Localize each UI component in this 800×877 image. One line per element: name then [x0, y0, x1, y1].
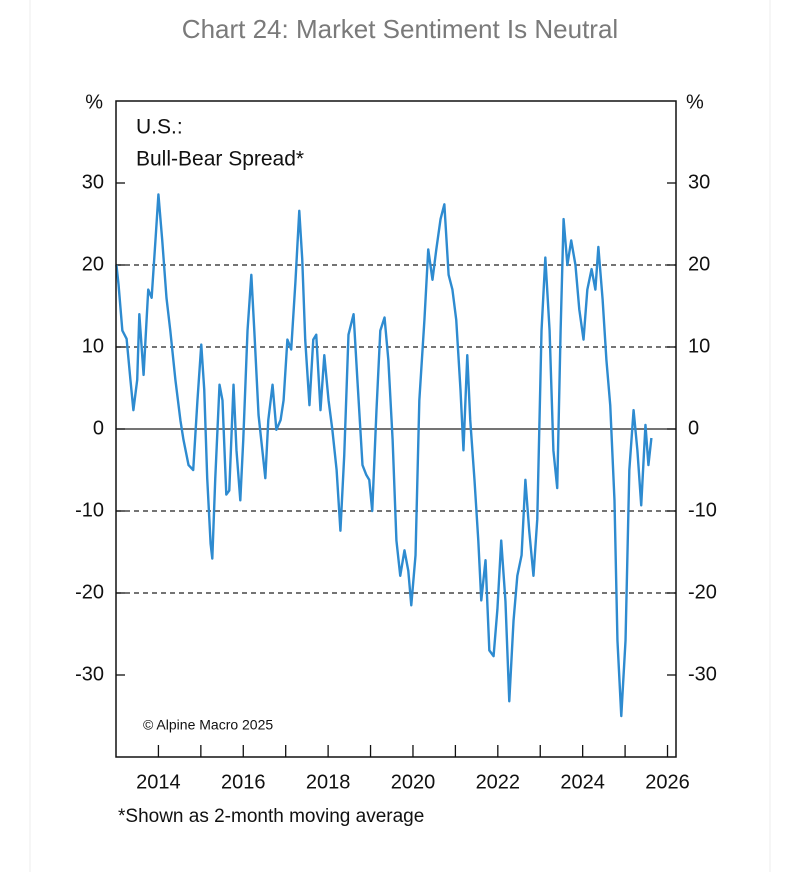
x-tick-label: 2026 [645, 771, 690, 793]
chart-title: Chart 24: Market Sentiment Is Neutral [182, 14, 618, 44]
plot-frame [115, 100, 677, 758]
copyright: © Alpine Macro 2025 [143, 717, 273, 733]
y2-tick-label: 30 [688, 171, 710, 193]
x-tick-label: 2018 [306, 771, 351, 793]
y2-unit: % [686, 91, 704, 113]
x-tick-label: 2014 [136, 771, 181, 793]
x-tick-label: 2022 [476, 771, 521, 793]
y-tick-label: 30 [82, 171, 104, 193]
x-tick-label: 2020 [391, 771, 436, 793]
x-tick-label: 2024 [560, 771, 605, 793]
y2-tick-label: 20 [688, 253, 710, 275]
y-tick-label: 20 [82, 253, 104, 275]
series-line [115, 193, 653, 718]
y2-tick-label: -10 [688, 499, 717, 521]
y-tick-label: -30 [75, 663, 104, 685]
y-tick-label: -20 [75, 581, 104, 603]
footnote: *Shown as 2-month moving average [118, 806, 424, 827]
y-tick-label: -10 [75, 499, 104, 521]
x-tick-label: 2016 [221, 771, 266, 793]
y2-tick-label: -30 [688, 663, 717, 685]
annotation: Bull-Bear Spread* [136, 148, 304, 171]
y-tick-label: 10 [82, 335, 104, 357]
y2-tick-label: -20 [688, 581, 717, 603]
y-tick-label: 0 [93, 417, 104, 439]
y-unit: % [85, 91, 103, 113]
annotation: U.S.: [136, 116, 183, 139]
y2-tick-label: 0 [688, 417, 699, 439]
y2-tick-label: 10 [688, 335, 710, 357]
